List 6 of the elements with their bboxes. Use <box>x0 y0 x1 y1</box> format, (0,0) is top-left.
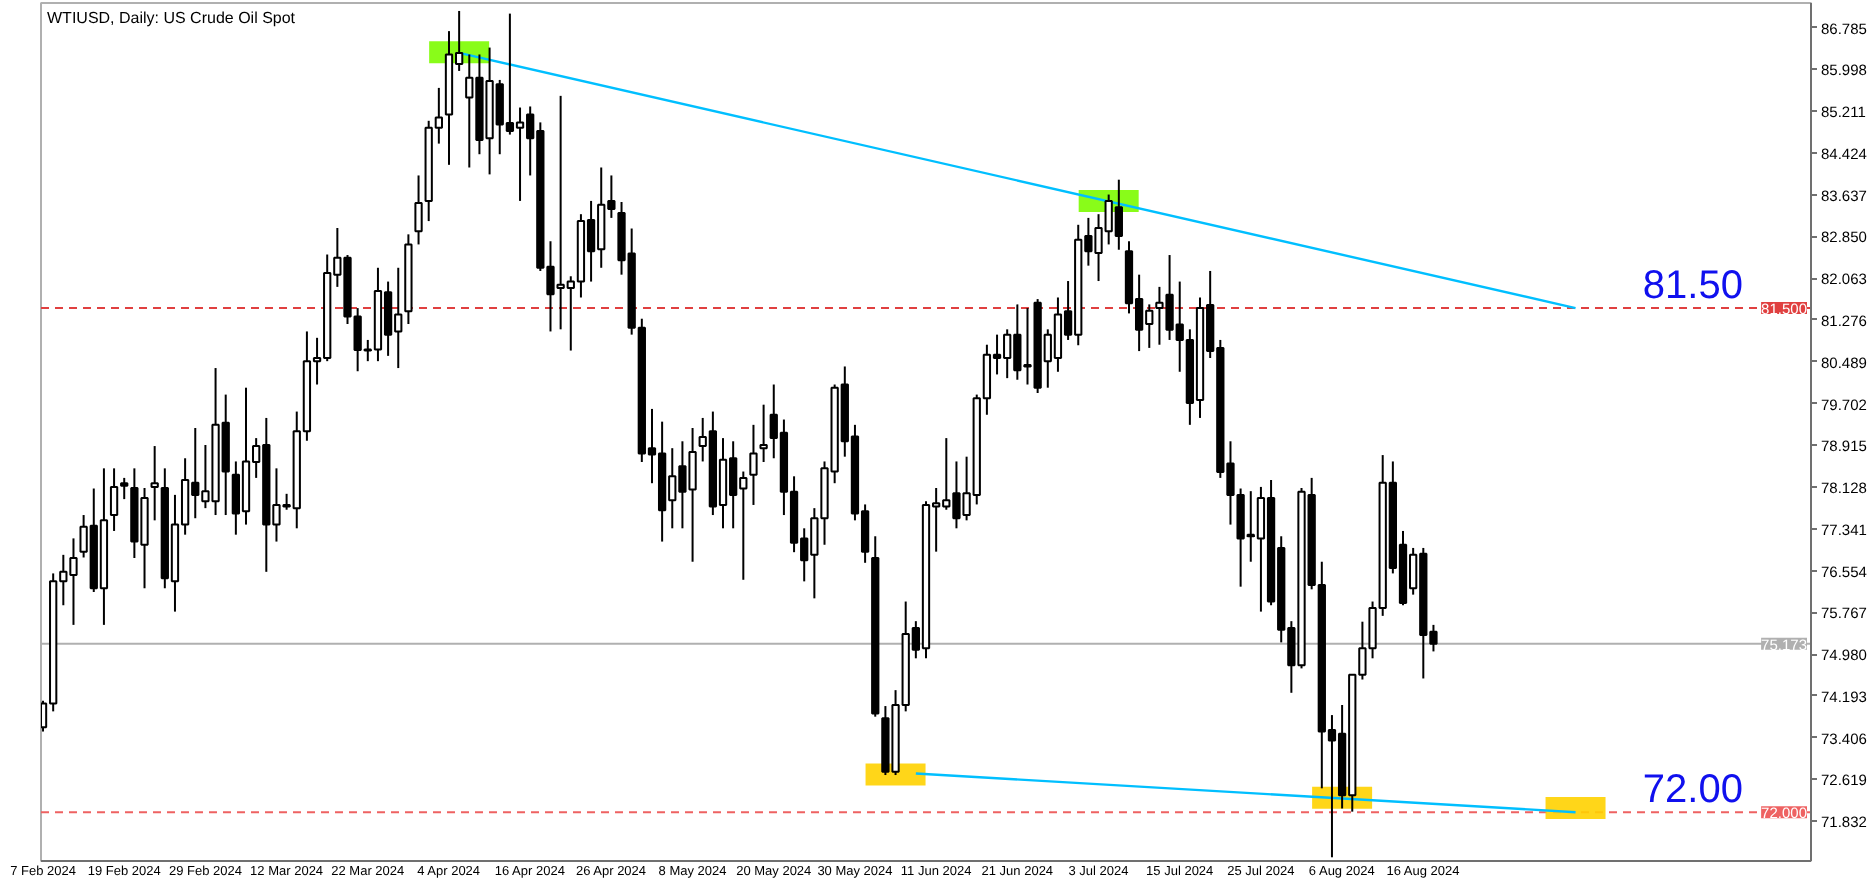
chart-title: WTIUSD, Daily: US Crude Oil Spot <box>47 9 297 27</box>
annotation: 72.00 <box>1642 768 1743 813</box>
candlestick <box>749 423 758 506</box>
candlestick <box>414 174 423 246</box>
candlestick <box>759 403 768 463</box>
annotation: 81.50 <box>1642 264 1743 309</box>
